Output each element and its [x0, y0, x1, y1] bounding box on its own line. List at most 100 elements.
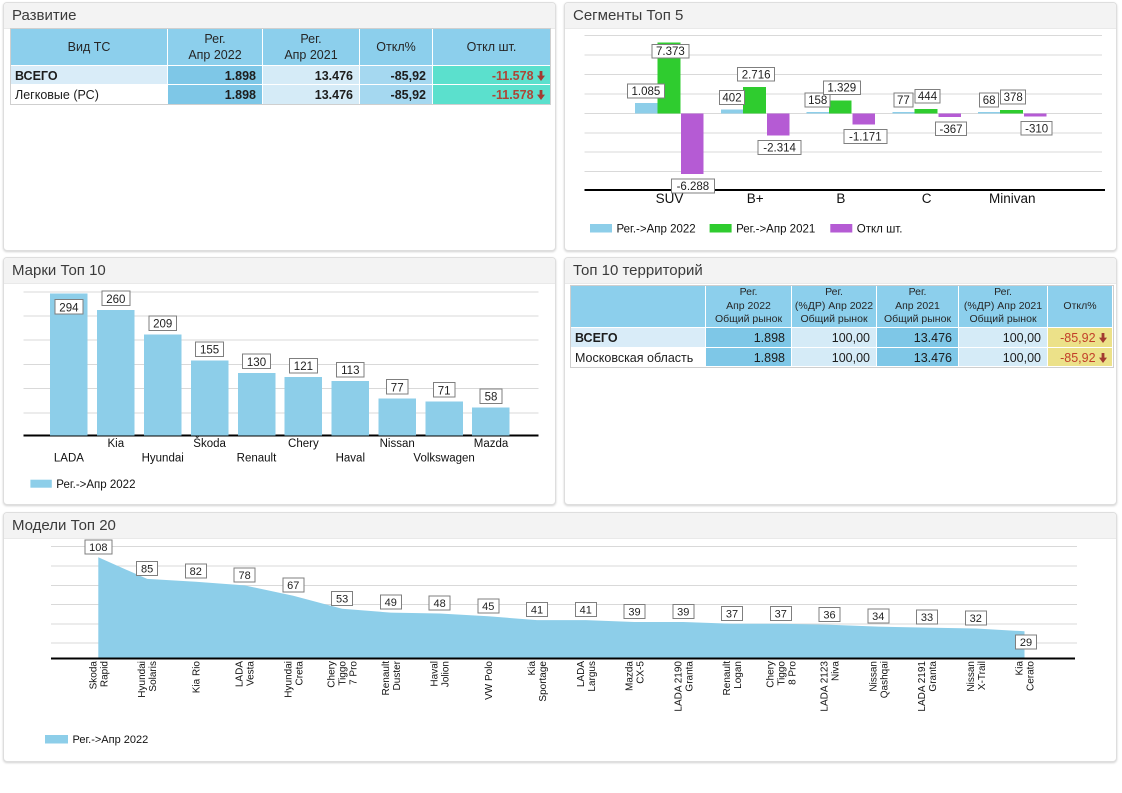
svg-text:VW Polo: VW Polo — [484, 661, 495, 700]
svg-text:Kia: Kia — [1015, 661, 1026, 676]
svg-text:Vesta: Vesta — [246, 661, 257, 686]
svg-text:Minivan: Minivan — [989, 191, 1036, 206]
svg-text:Skoda: Skoda — [88, 661, 99, 690]
svg-text:-310: -310 — [1025, 123, 1048, 135]
svg-text:53: 53 — [336, 593, 348, 605]
svg-text:1.085: 1.085 — [632, 86, 661, 98]
svg-text:Nissan: Nissan — [380, 438, 415, 450]
svg-text:Creta: Creta — [294, 661, 305, 686]
svg-text:Haval: Haval — [336, 453, 365, 465]
svg-text:82: 82 — [190, 566, 202, 578]
svg-text:Рег.->Апр 2022: Рег.->Апр 2022 — [617, 224, 696, 236]
svg-text:Chery: Chery — [288, 438, 319, 450]
svg-text:108: 108 — [89, 542, 107, 554]
svg-text:Mazda: Mazda — [474, 438, 509, 450]
svg-text:Откл шт.: Откл шт. — [857, 224, 903, 236]
svg-text:Cerato: Cerato — [1026, 661, 1037, 691]
svg-text:Chery: Chery — [327, 661, 338, 688]
svg-text:113: 113 — [341, 365, 359, 377]
svg-text:Renault: Renault — [381, 661, 392, 696]
svg-text:-2.314: -2.314 — [763, 143, 796, 155]
svg-text:Renault: Renault — [237, 453, 277, 465]
svg-text:71: 71 — [438, 385, 451, 397]
svg-text:LADA: LADA — [576, 661, 587, 687]
svg-text:36: 36 — [823, 609, 835, 621]
svg-text:Rapid: Rapid — [99, 661, 110, 687]
svg-text:77: 77 — [897, 95, 910, 107]
svg-text:402: 402 — [722, 93, 741, 105]
svg-text:Granta: Granta — [684, 661, 695, 692]
svg-text:-367: -367 — [939, 124, 962, 136]
svg-text:-6.288: -6.288 — [677, 181, 710, 193]
svg-text:67: 67 — [287, 580, 299, 592]
svg-text:Sportage: Sportage — [538, 661, 549, 702]
svg-text:130: 130 — [247, 357, 266, 369]
svg-text:121: 121 — [294, 361, 313, 373]
svg-text:49: 49 — [385, 597, 397, 609]
svg-text:45: 45 — [482, 601, 494, 613]
svg-text:Hyundai: Hyundai — [142, 453, 184, 465]
svg-text:58: 58 — [485, 392, 498, 404]
svg-text:LADA: LADA — [54, 453, 84, 465]
svg-text:32: 32 — [970, 613, 982, 625]
svg-text:B: B — [836, 191, 845, 206]
svg-text:Рег.->Апр 2022: Рег.->Апр 2022 — [73, 734, 149, 746]
svg-text:CX-5: CX-5 — [636, 661, 647, 684]
svg-text:41: 41 — [531, 605, 543, 617]
svg-text:29: 29 — [1020, 637, 1032, 649]
svg-text:X-Trail: X-Trail — [977, 661, 988, 690]
svg-text:Renault: Renault — [722, 661, 733, 696]
svg-text:LADA 2191: LADA 2191 — [917, 661, 928, 712]
svg-text:SUV: SUV — [656, 191, 684, 206]
svg-text:34: 34 — [872, 611, 884, 623]
svg-text:78: 78 — [238, 570, 250, 582]
svg-text:Mazda: Mazda — [625, 661, 636, 691]
svg-text:Largus: Largus — [587, 661, 598, 692]
svg-text:8 Pro: 8 Pro — [787, 661, 798, 685]
svg-text:294: 294 — [59, 302, 79, 314]
svg-text:Škoda: Škoda — [193, 437, 226, 450]
svg-text:Qashqai: Qashqai — [879, 661, 890, 698]
svg-text:Volkswagen: Volkswagen — [413, 453, 474, 465]
svg-text:LADA 2123: LADA 2123 — [820, 661, 831, 712]
svg-text:48: 48 — [433, 598, 445, 610]
svg-text:77: 77 — [391, 382, 404, 394]
svg-text:2.716: 2.716 — [742, 69, 771, 81]
svg-text:7 Pro: 7 Pro — [349, 661, 360, 685]
svg-text:LADA: LADA — [235, 661, 246, 687]
svg-text:Kia: Kia — [527, 661, 538, 676]
svg-text:Рег.->Апр 2021: Рег.->Апр 2021 — [736, 224, 815, 236]
svg-text:158: 158 — [808, 95, 827, 107]
svg-text:Niva: Niva — [831, 661, 842, 681]
svg-text:Granta: Granta — [928, 661, 939, 692]
svg-text:Solaris: Solaris — [148, 661, 159, 692]
svg-text:LADA 2190: LADA 2190 — [673, 661, 684, 712]
svg-text:1.329: 1.329 — [827, 83, 856, 95]
svg-text:68: 68 — [983, 95, 996, 107]
svg-text:33: 33 — [921, 612, 933, 624]
svg-text:209: 209 — [153, 319, 172, 331]
svg-text:39: 39 — [628, 607, 640, 619]
svg-text:B+: B+ — [747, 191, 764, 206]
svg-text:Kia Rio: Kia Rio — [191, 661, 202, 694]
svg-text:Tiggo: Tiggo — [776, 661, 787, 686]
svg-text:Logan: Logan — [733, 661, 744, 689]
svg-text:Tiggo: Tiggo — [338, 661, 349, 686]
svg-text:-1.171: -1.171 — [849, 132, 882, 144]
svg-text:Jolion: Jolion — [441, 661, 452, 687]
svg-text:39: 39 — [677, 607, 689, 619]
svg-text:85: 85 — [141, 563, 153, 575]
svg-text:444: 444 — [918, 91, 938, 103]
svg-text:37: 37 — [726, 608, 738, 620]
svg-text:Nissan: Nissan — [966, 661, 977, 692]
svg-text:Hyundai: Hyundai — [137, 661, 148, 698]
svg-text:C: C — [922, 191, 932, 206]
svg-text:260: 260 — [106, 294, 125, 306]
svg-text:Duster: Duster — [392, 660, 403, 690]
svg-text:Kia: Kia — [107, 438, 124, 450]
svg-text:Hyundai: Hyundai — [283, 661, 294, 698]
svg-text:Рег.->Апр 2022: Рег.->Апр 2022 — [56, 479, 135, 491]
svg-text:Nissan: Nissan — [868, 661, 879, 692]
svg-text:155: 155 — [200, 345, 219, 357]
svg-text:41: 41 — [580, 605, 592, 617]
